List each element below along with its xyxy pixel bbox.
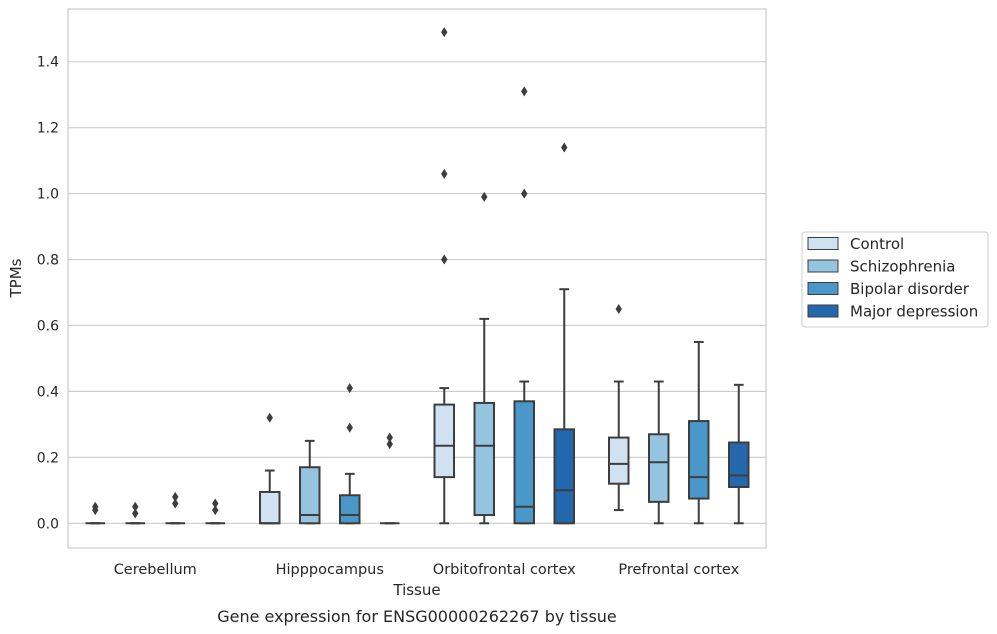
outlier-point	[346, 383, 353, 394]
iqr-box	[473, 401, 495, 517]
box-plot	[473, 191, 495, 525]
outlier-point	[386, 439, 393, 450]
legend-label: Major depression	[850, 303, 978, 321]
box-plot	[339, 383, 361, 525]
iqr-box	[728, 441, 750, 489]
chart-caption: Gene expression for ENSG00000262267 by t…	[217, 607, 617, 626]
y-tick-label: 0.0	[37, 516, 59, 532]
y-tick-labels: 0.0 0.2 0.4 0.6 0.8 1.0 1.2 1.4	[37, 55, 59, 533]
outlier-point	[172, 491, 179, 502]
y-tick-label: 1.0	[37, 187, 59, 203]
legend-swatch	[807, 259, 839, 273]
outlier-point	[212, 498, 219, 509]
box-plot	[205, 498, 225, 525]
box-plot	[85, 501, 105, 525]
x-tick-label: Hipppocampus	[276, 562, 384, 578]
series-major-depression	[205, 142, 750, 525]
plot-frame	[67, 8, 767, 549]
series-control	[85, 27, 630, 525]
box-plot	[433, 27, 455, 525]
legend-swatch	[807, 304, 839, 318]
series-schizophrenia	[125, 191, 670, 525]
y-tick-label: 0.4	[37, 384, 59, 400]
outlier-point	[521, 188, 528, 199]
y-tick-label: 0.6	[37, 318, 59, 334]
box-plot	[648, 380, 670, 525]
outlier-point	[212, 505, 219, 516]
box-plot	[380, 432, 400, 525]
box-plot	[125, 501, 145, 525]
y-axis-label: TPMs	[7, 258, 25, 298]
iqr-box	[648, 433, 670, 503]
legend-frame	[801, 231, 989, 328]
x-tick-labels: Cerebellum Hipppocampus Orbitofrontal cort…	[114, 562, 740, 578]
outlier-point	[441, 254, 448, 265]
y-tick-label: 0.2	[37, 450, 59, 466]
box-plot	[513, 86, 535, 525]
legend-label: Bipolar disorder	[850, 280, 970, 298]
legend-label: Control	[850, 235, 904, 253]
outlier-point	[481, 191, 488, 202]
x-tick-label: Prefrontal cortex	[618, 562, 739, 578]
y-gridlines	[68, 61, 766, 524]
box-plot	[553, 142, 575, 525]
box-plot	[165, 491, 185, 525]
outlier-point	[92, 501, 99, 512]
iqr-box	[553, 428, 575, 525]
x-tick-label: Orbitofrontal cortex	[433, 562, 576, 578]
outlier-point	[615, 303, 622, 314]
outlier-point	[172, 498, 179, 509]
outlier-point	[266, 412, 273, 423]
legend: Control Schizophrenia Bipolar disorder Majo…	[801, 231, 989, 328]
box-series	[85, 27, 750, 525]
y-tick-label: 1.4	[37, 55, 59, 71]
outlier-point	[346, 422, 353, 433]
x-axis-label: Tissue	[392, 581, 440, 599]
iqr-box	[339, 494, 361, 525]
iqr-box	[688, 420, 710, 500]
iqr-box	[259, 490, 281, 525]
box-plot	[728, 383, 750, 525]
y-tick-label: 1.2	[37, 121, 59, 137]
legend-swatch	[807, 237, 839, 250]
box-plot	[688, 340, 710, 525]
legend-swatch	[807, 282, 839, 295]
iqr-box	[513, 400, 535, 525]
box-plot	[259, 412, 281, 525]
box-plot	[299, 439, 321, 525]
outlier-point	[132, 501, 139, 512]
x-tick-label: Cerebellum	[114, 562, 197, 578]
series-bipolar-disorder	[165, 86, 710, 525]
iqr-box	[299, 466, 321, 525]
legend-label: Schizophrenia	[850, 258, 955, 276]
outlier-point	[132, 508, 139, 519]
iqr-box	[608, 436, 630, 485]
outlier-point	[441, 27, 448, 38]
iqr-box	[433, 403, 455, 479]
outlier-point	[441, 168, 448, 179]
outlier-point	[386, 432, 393, 443]
outlier-point	[561, 142, 568, 153]
outlier-point	[521, 86, 528, 97]
y-tick-label: 0.8	[37, 253, 59, 269]
box-plot	[608, 303, 630, 512]
